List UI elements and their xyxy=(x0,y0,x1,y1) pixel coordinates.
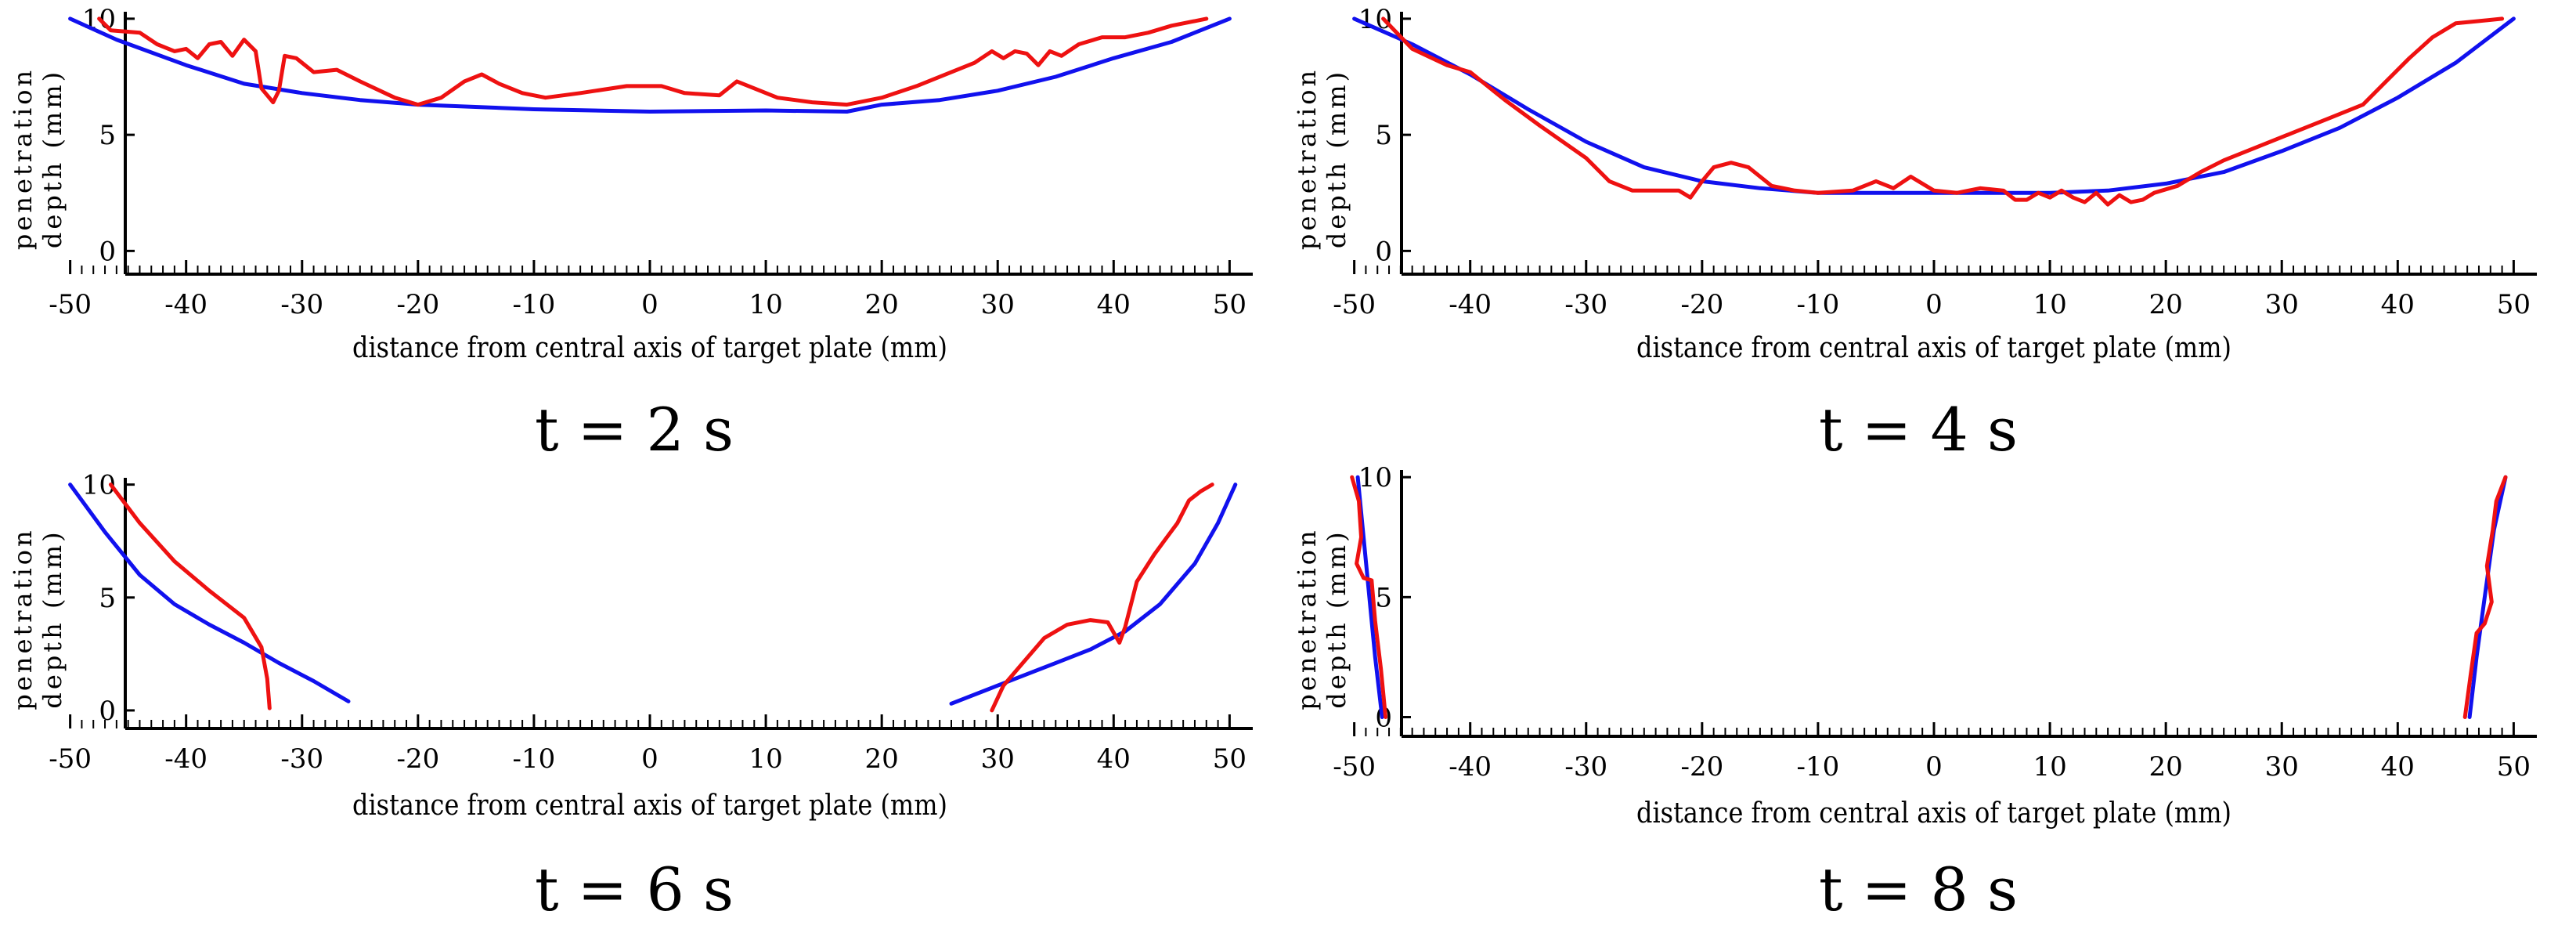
x-tick-label: 30 xyxy=(981,743,1015,775)
simulated-series-line xyxy=(68,16,1232,114)
x-axis-label: distance from central axis of target pla… xyxy=(352,332,947,364)
x-tick-label: 50 xyxy=(2497,289,2531,320)
panel-2: -50 -40 -30 -20 -10 0 10 20 30 40 50 0 5 10 distance f… xyxy=(1292,4,2537,464)
x-tick-label: 0 xyxy=(641,289,658,320)
x-tick-label: -50 xyxy=(1333,751,1376,783)
x-tick-label: -40 xyxy=(1449,751,1492,783)
panel-caption: t = 8 s xyxy=(1819,855,2018,924)
x-axis-label: distance from central axis of target pla… xyxy=(1636,797,2231,830)
x-tick-label: 0 xyxy=(1925,289,1943,320)
x-tick-label: -50 xyxy=(49,289,92,320)
x-tick-label: 50 xyxy=(1213,743,1247,775)
x-tick-label: 0 xyxy=(1925,751,1943,783)
x-tick-label: -10 xyxy=(513,289,556,320)
x-tick-label: 20 xyxy=(865,289,899,320)
simulated-series-line xyxy=(949,483,1238,706)
x-tick-label: -30 xyxy=(1564,289,1607,320)
x-tick-label: 10 xyxy=(749,289,782,320)
x-axis-label: distance from central axis of target pla… xyxy=(352,790,947,822)
x-tick-label: -20 xyxy=(396,743,439,775)
y-axis-label: depth (mm) xyxy=(1322,69,1351,248)
x-tick-label: -10 xyxy=(513,743,556,775)
x-tick-label: 40 xyxy=(1097,289,1131,320)
y-tick-label: 10 xyxy=(1358,462,1392,493)
measured-series-line xyxy=(2462,475,2508,719)
x-tick-label: 10 xyxy=(749,743,782,775)
panel-caption: t = 2 s xyxy=(535,395,734,464)
y-tick-label: 5 xyxy=(1375,120,1392,151)
x-tick-label: -50 xyxy=(1333,289,1376,320)
x-tick-label: -50 xyxy=(49,743,92,775)
measured-series-line xyxy=(108,483,272,710)
x-tick-label: -20 xyxy=(1680,751,1723,783)
x-tick-label: 30 xyxy=(2265,751,2299,783)
measured-series-line xyxy=(97,16,1209,107)
x-tick-label: 10 xyxy=(2033,289,2066,320)
y-tick-label: 0 xyxy=(99,236,116,267)
x-tick-label: 30 xyxy=(2265,289,2299,320)
x-axis-label: distance from central axis of target pla… xyxy=(1636,332,2231,364)
measured-series-line xyxy=(1381,16,2505,207)
x-tick-label: 40 xyxy=(2381,751,2415,783)
x-tick-label: -40 xyxy=(1449,289,1492,320)
y-tick-label: 0 xyxy=(99,696,116,727)
x-tick-label: -40 xyxy=(164,743,207,775)
x-tick-label: -10 xyxy=(1797,751,1840,783)
x-tick-label: -10 xyxy=(1797,289,1840,320)
x-tick-label: 10 xyxy=(2033,751,2066,783)
x-tick-label: 0 xyxy=(641,743,658,775)
y-axis-label: penetration xyxy=(8,527,38,710)
y-tick-label: 5 xyxy=(1375,582,1392,613)
y-tick-label: 5 xyxy=(99,120,116,151)
measured-series-line xyxy=(990,483,1214,713)
x-tick-label: 20 xyxy=(865,743,899,775)
y-axis-label: penetration xyxy=(1292,527,1322,710)
y-axis-label: depth (mm) xyxy=(1322,529,1351,708)
y-tick-label: 5 xyxy=(99,583,116,614)
x-tick-label: -30 xyxy=(280,289,323,320)
x-tick-label: 20 xyxy=(2149,751,2183,783)
y-tick-label: 0 xyxy=(1375,236,1392,267)
measured-series-line xyxy=(1350,475,1388,719)
x-tick-label: 30 xyxy=(981,289,1015,320)
simulated-series-line xyxy=(68,483,351,703)
x-tick-label: -20 xyxy=(1680,289,1723,320)
x-tick-label: -40 xyxy=(164,289,207,320)
simulated-series-line xyxy=(2467,475,2508,719)
panel-caption: t = 4 s xyxy=(1819,395,2018,464)
y-axis-label: penetration xyxy=(1292,67,1322,250)
x-tick-label: 20 xyxy=(2149,289,2183,320)
y-axis-label: penetration xyxy=(8,67,38,250)
y-axis-label: depth (mm) xyxy=(38,529,67,708)
x-tick-label: -30 xyxy=(1564,751,1607,783)
y-tick-label: 10 xyxy=(1358,4,1392,35)
x-tick-label: -20 xyxy=(396,289,439,320)
simulated-series-line xyxy=(1352,16,2516,195)
y-axis-label: depth (mm) xyxy=(38,69,67,248)
panel-caption: t = 6 s xyxy=(535,855,734,924)
x-tick-label: 40 xyxy=(2381,289,2415,320)
x-tick-label: 50 xyxy=(1213,289,1247,320)
x-tick-label: 40 xyxy=(1097,743,1131,775)
x-tick-label: 50 xyxy=(2497,751,2531,783)
x-tick-label: -30 xyxy=(280,743,323,775)
